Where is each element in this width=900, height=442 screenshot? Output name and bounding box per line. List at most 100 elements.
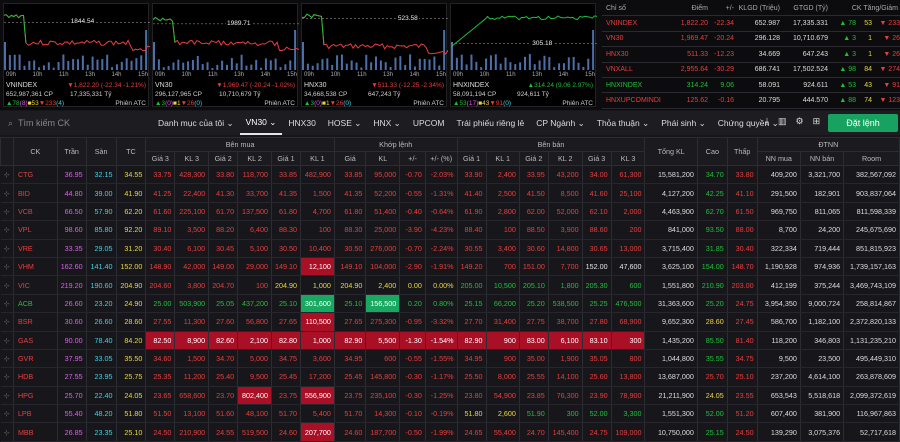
pin-icon[interactable]: ⊹ (0, 349, 14, 369)
cell-total: 3,625,100 (644, 257, 698, 277)
grid-icon[interactable]: ⊞ (812, 116, 821, 126)
mini-chart-vnindex[interactable]: 1844.54 09h 10h 11h 13h 14h 15h VNINDEX ▼1,822.2… (3, 3, 150, 107)
cell-total: 15,581,200 (644, 165, 698, 185)
table-row[interactable]: ⊹ ACB 26.60 23.20 24.90 25.00 503,900 25.05 437,… (0, 294, 900, 314)
mini-chart-vn30[interactable]: 1989.71 09h 10h 11h 13h 14h 15h VN30 ▼1,969.47 (… (152, 3, 299, 107)
table-row[interactable]: ⊹ HDB 27.55 23.95 25.75 25.35 11,200 25.40 9,500… (0, 367, 900, 387)
pin-icon[interactable]: ⊹ (0, 239, 14, 258)
symbol-cell[interactable]: HDB (13, 367, 58, 387)
table-row[interactable]: ⊹ BSR 30.60 26.60 28.60 27.55 11,300 27.60 56,80… (0, 312, 900, 332)
symbol-cell[interactable]: LPB (13, 404, 58, 424)
cell-tc: 25.75 (116, 367, 147, 387)
table-row[interactable]: ⊹ VIC 219.20 190.60 204.90 204.60 3,800 204.70 1… (0, 275, 900, 295)
symbol-cell[interactable]: VCB (13, 202, 58, 222)
columns-icon[interactable]: ▥ (777, 116, 787, 126)
table-row[interactable]: ⊹ BID 44.80 39.00 41.90 41.25 22,400 41.30 33,70… (0, 183, 900, 203)
tab-9[interactable]: Phái sinh ⌄ (661, 117, 706, 128)
download-icon[interactable]: ⤓ (765, 116, 769, 126)
table-row[interactable]: ⊹ VCB 66.50 57.90 62.20 61.60 225,100 61.70 137,… (0, 202, 900, 222)
pin-icon[interactable]: ⊹ (0, 404, 14, 424)
index-row[interactable]: VNXALL 2,955.64 -30.29 686.741 17,502.524 ▲ 9… (602, 63, 900, 78)
tab-2[interactable]: HNX30 (288, 118, 316, 128)
symbol-cell[interactable]: CTG (13, 165, 58, 185)
pin-icon[interactable]: ⊹ (0, 312, 14, 332)
mini-chart-hnx30[interactable]: 523.58 09h 10h 11h 13h 14h 15h HNX30 ▼511.33 (-1… (301, 3, 448, 107)
table-row[interactable]: ⊹ VRE 33.35 29.05 31.20 30.40 6,100 30.45 5,100 3… (0, 239, 900, 258)
gear-icon[interactable]: ⚙ (795, 116, 804, 126)
table-row[interactable]: ⊹ HPG 25.70 22.40 24.05 23.65 658,600 23.70 802,… (0, 386, 900, 406)
cell-sa: 23.35 (86, 422, 117, 442)
pin-icon[interactable]: ⊹ (0, 183, 14, 203)
mini-chart-hnxindex[interactable]: 305.18 09h 10h 11h 13h 14h 15h HNXINDEX ▲314.24 … (450, 3, 597, 107)
tab-7[interactable]: CP Ngành ⌄ (536, 117, 585, 128)
quote-cell: 62.10 (582, 202, 612, 222)
time-tick: 11h (207, 72, 218, 78)
time-tick: 14h (409, 72, 420, 78)
cell-sa: 23.95 (86, 367, 117, 387)
pin-icon[interactable]: ⊹ (0, 275, 14, 295)
cell-high: 34.70 (697, 165, 728, 185)
pin-icon[interactable]: ⊹ (0, 165, 14, 185)
quote-cell: 210,900 (174, 422, 210, 442)
table-row[interactable]: ⊹ LPB 55.40 48.20 51.80 51.50 13,100 51.60 48,10… (0, 404, 900, 424)
index-row[interactable]: HNX30 511.33 -12.23 34.669 647.243 ▲ 3 1 ▼ 26 (602, 47, 900, 63)
cell-sa: 48.20 (86, 404, 117, 424)
table-row[interactable]: ⊹ VPL 98.60 85.80 92.20 89.10 3,500 88.20 6,400 8… (0, 220, 900, 240)
table-row[interactable]: ⊹ GVR 37.95 33.05 35.50 34.60 1,500 34.70 5,000 3… (0, 349, 900, 369)
tab-8[interactable]: Thỏa thuận ⌄ (596, 117, 650, 128)
tab-6[interactable]: Trái phiếu riêng lẻ (456, 118, 525, 128)
pin-icon[interactable]: ⊹ (0, 331, 14, 350)
pin-icon[interactable]: ⊹ (0, 294, 14, 314)
cell-total: 841,000 (644, 220, 698, 240)
index-row[interactable]: HNXINDEX 314.24 9.06 58.091 924.611 ▲ 53 43 ▼ 9… (602, 78, 900, 94)
tab-10[interactable]: Chứng quyền ⌄ (717, 117, 779, 128)
breadth-ref: ■53 (27, 100, 39, 107)
pin-icon[interactable]: ⊹ (0, 422, 14, 442)
symbol-cell[interactable]: VRE (13, 239, 58, 258)
search-input[interactable]: Tìm kiếm CK (18, 118, 71, 128)
symbol-cell[interactable]: VPL (13, 220, 58, 240)
symbol-cell[interactable]: VIC (13, 275, 58, 295)
symbol-cell[interactable]: BID (13, 183, 58, 203)
quote-cell: 55,400 (486, 422, 520, 442)
symbol-cell[interactable]: BSR (13, 312, 58, 332)
pin-icon[interactable]: ⊹ (0, 367, 14, 387)
pin-icon[interactable]: ⊹ (0, 202, 14, 222)
symbol-cell[interactable]: GAS (13, 331, 58, 350)
table-row[interactable]: ⊹ GAS 90.00 78.40 84.20 82.50 8,900 82.60 2,100 8… (0, 331, 900, 350)
pin-icon[interactable]: ⊹ (0, 257, 14, 277)
mini-change: ▲314.24 (9.06 2.97%) (527, 82, 593, 89)
index-row[interactable]: VNINDEX 1,822.20 -22.34 652.987 17,335.331 ▲ … (602, 16, 900, 32)
quote-cell: 24.55 (208, 422, 239, 442)
table-row[interactable]: ⊹ VHM 162.60 141.40 152.00 148.90 42,000 149.00… (0, 257, 900, 277)
col-ck: CK (12, 137, 58, 166)
symbol-cell[interactable]: ACB (13, 294, 58, 314)
place-order-button[interactable]: Đặt lệnh (828, 114, 898, 132)
symbol-cell[interactable]: GVR (13, 349, 58, 369)
subcol-11: KL 1 (485, 151, 520, 166)
col-floor: Sàn (85, 137, 117, 166)
time-tick: 15h (137, 72, 148, 78)
pin-icon[interactable]: ⊹ (0, 386, 14, 406)
cell-high: 35.55 (697, 349, 728, 369)
header-change: +/- (725, 4, 734, 12)
quote-cell: 2,600 (486, 404, 520, 424)
table-row[interactable]: ⊹ MBB 26.85 23.35 25.10 24.50 210,900 24.55 519,… (0, 422, 900, 442)
quote-cell: 503,900 (174, 294, 210, 314)
index-row[interactable]: VN30 1,969.47 -20.24 296.128 10,710.679 ▲ 3 1 ▼… (602, 32, 900, 48)
tab-3[interactable]: HOSE ⌄ (327, 117, 362, 128)
tab-4[interactable]: HNX ⌄ (373, 117, 401, 128)
cell-tc: 51.80 (116, 404, 147, 424)
index-row[interactable]: HNXUPCOMINDI 125.62 -0.16 20.795 444.570 ▲ 88… (602, 93, 900, 109)
pin-icon[interactable]: ⊹ (0, 220, 14, 240)
search-box[interactable]: ⌕ Tìm kiếm CK (8, 114, 148, 132)
index-chg: -30.29 (714, 66, 734, 74)
symbol-cell[interactable]: HPG (13, 386, 58, 406)
symbol-cell[interactable]: MBB (13, 422, 58, 442)
table-row[interactable]: ⊹ CTG 36.95 32.15 34.55 33.75 428,300 33.80 118,… (0, 165, 900, 185)
quote-cell: 34.95 (334, 349, 367, 369)
symbol-cell[interactable]: VHM (13, 257, 58, 277)
tab-1[interactable]: VN30 ⌄ (239, 111, 283, 135)
tab-5[interactable]: UPCOM (412, 118, 445, 128)
tab-0[interactable]: Danh mục của tôi ⌄ (158, 117, 234, 128)
